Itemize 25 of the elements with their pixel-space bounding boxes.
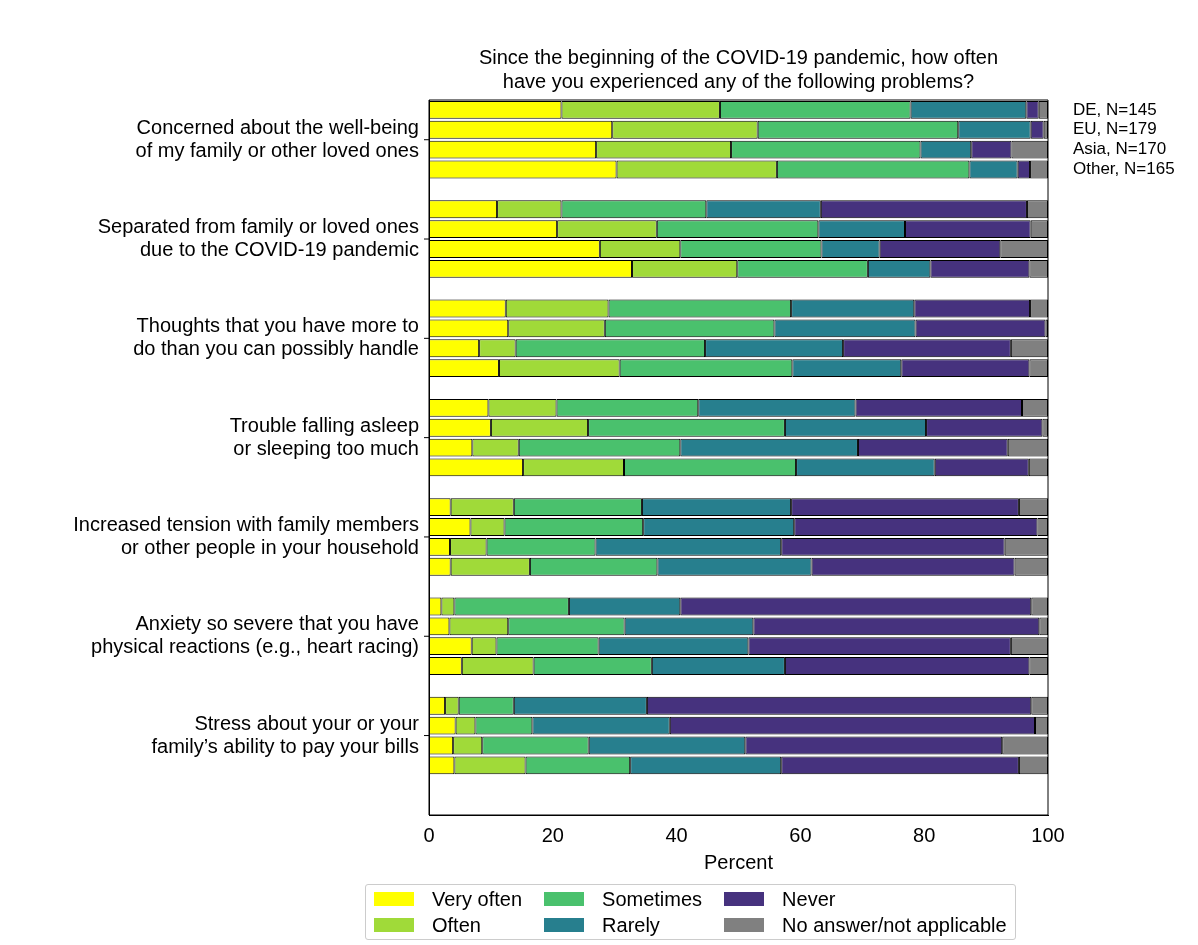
x-tick-label: 100 — [1031, 823, 1065, 846]
y-tick-label: Stress about your or your family’s ability to pay your bills — [151, 711, 420, 757]
legend-label: Sometimes — [602, 887, 703, 911]
x-tick-label: 0 — [423, 823, 435, 846]
y-tick-label: Thoughts that you have more to do than you can possibly handle — [133, 314, 419, 360]
legend-label: Rarely — [602, 913, 660, 937]
x-tick-label: 60 — [789, 823, 812, 846]
legend-label: Very often — [432, 887, 523, 911]
legend-label: Never — [782, 887, 836, 911]
x-tick-label: 40 — [665, 823, 688, 846]
legend-label: Often — [432, 913, 481, 937]
y-tick-label: Increased tension with family members or other people in your household — [73, 512, 419, 558]
x-tick-label: 80 — [913, 823, 936, 846]
y-tick-label: Anxiety so severe that you have physical reactions (e.g., heart racing) — [91, 612, 419, 658]
chart-title: Since the beginning of the COVID-19 pandemic, how often have you experienced any of the following problems? — [478, 46, 999, 92]
y-tick-label: Separated from family or loved ones due to the COVID-19 pandemic — [97, 215, 419, 261]
text: DE, N=145 — [1073, 99, 1157, 119]
legend-label: No answer/not applicable — [782, 913, 1007, 937]
y-tick-label: Concerned about the well-being of my family or other loved ones — [135, 115, 419, 161]
x-axis-title: Percent — [704, 850, 774, 873]
x-tick-label: 20 — [541, 823, 564, 846]
text: Asia, N=170 — [1073, 139, 1167, 159]
text: Other, N=165 — [1073, 159, 1175, 179]
text: EU, N=179 — [1073, 119, 1157, 139]
y-tick-label: Trouble falling asleep or sleeping too much — [229, 413, 419, 459]
